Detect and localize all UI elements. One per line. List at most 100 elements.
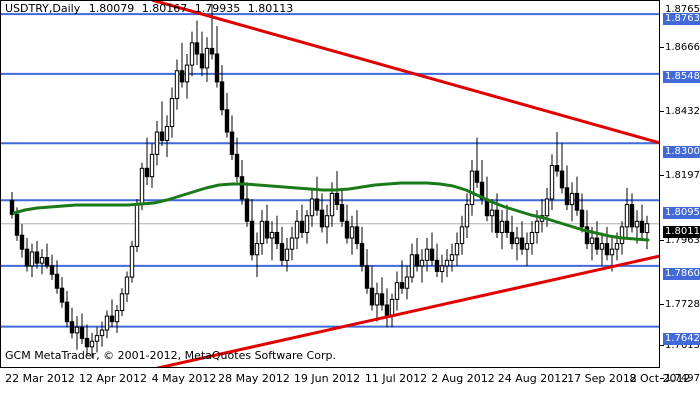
candle-body-bearish — [244, 198, 250, 222]
price-label-level[interactable]: 1.87630 — [663, 13, 700, 25]
candle-body-bullish — [294, 220, 300, 239]
candle-body-bullish — [129, 245, 135, 278]
date-axis-label: 4 May 2012 — [151, 372, 217, 385]
ohlc-high-value: 1.80167 — [141, 2, 188, 15]
moving-average-polyline[interactable] — [12, 181, 650, 242]
candle-body-bullish — [499, 220, 505, 233]
trendline-descending-resistance[interactable] — [151, 0, 660, 145]
candle-body-bullish — [39, 257, 45, 264]
price-label: 1.86665 — [665, 42, 700, 53]
candle-body-bullish — [184, 64, 190, 83]
candle-body-bullish — [259, 220, 265, 245]
price-label-level[interactable]: 1.76424 — [663, 333, 700, 345]
candle-body-bullish — [459, 226, 465, 245]
candle-body-bearish — [339, 204, 345, 222]
candle-body-bullish — [529, 231, 535, 245]
frame-border-top — [0, 0, 660, 1]
candle-body-bullish — [124, 276, 130, 295]
candle-body-bearish — [639, 220, 645, 233]
candle-body-bullish — [169, 98, 175, 127]
candle-body-bullish — [114, 310, 120, 323]
candle-body-bullish — [94, 335, 100, 342]
candle-body-bullish — [454, 243, 460, 256]
price-label-level[interactable]: 1.78600 — [663, 268, 700, 280]
candle-body-bearish — [109, 315, 115, 323]
candle-body-bearish — [194, 42, 200, 55]
candle-body-bearish — [214, 53, 220, 83]
ohlc-close-value: 1.80113 — [247, 2, 294, 15]
date-axis[interactable]: 22 Mar 2012 12 Apr 2012 4 May 2012 28 May 2… — [0, 368, 700, 402]
candle-body-bullish — [389, 298, 395, 317]
price-label-level[interactable]: 1.83000 — [663, 146, 700, 158]
candle-body-bearish — [24, 248, 30, 267]
candle-body-bearish — [209, 47, 215, 55]
candle-body-bearish — [414, 254, 420, 267]
candle-body-bullish — [544, 198, 550, 217]
candle-body-bullish — [154, 131, 160, 155]
trendline-ascending-support[interactable] — [140, 254, 660, 372]
candlestick-series — [9, 3, 650, 358]
candle-body-bullish — [99, 329, 105, 337]
candle-body-bullish — [419, 259, 425, 267]
candle-body-bearish — [79, 326, 85, 339]
candle-body-bearish — [9, 199, 15, 215]
candle-body-bearish — [584, 226, 590, 245]
candle-body-bearish — [69, 321, 75, 334]
candle-body-bearish — [279, 243, 285, 261]
candle-body-bullish — [394, 282, 400, 300]
candle-body-bullish — [174, 70, 180, 100]
candle-body-bearish — [299, 220, 305, 233]
candle-body-bullish — [609, 248, 615, 256]
candle-body-bearish — [429, 248, 435, 261]
candle-body-bearish — [224, 109, 230, 133]
frame-border-left — [0, 0, 1, 368]
date-axis-label: 12 Apr 2012 — [78, 372, 148, 385]
ohlc-low-value: 1.79935 — [194, 2, 241, 15]
price-label-current[interactable]: 1.80113 — [663, 226, 700, 238]
candle-body-bullish — [634, 220, 640, 228]
date-axis-label: 22 Mar 2012 — [5, 372, 75, 385]
price-label-level[interactable]: 1.85488 — [663, 71, 700, 83]
candle-body-bearish — [504, 220, 510, 233]
trendlines — [140, 0, 660, 372]
candle-body-bullish — [614, 243, 620, 250]
price-label: 1.79630 — [665, 235, 700, 246]
candle-body-bullish — [514, 237, 520, 245]
candle-body-bullish — [164, 125, 170, 141]
candle-body-bullish — [589, 237, 595, 245]
candle-body-bullish — [489, 209, 495, 217]
date-axis-label: 8 Oct 2012 — [629, 372, 691, 385]
candle-body-bearish — [384, 304, 390, 317]
candle-body-bullish — [139, 167, 145, 206]
frame-border-right — [659, 0, 660, 368]
candle-body-bearish — [199, 53, 205, 69]
candle-body-bearish — [144, 167, 150, 178]
price-axis-tick — [660, 175, 664, 176]
candle-body-bearish — [364, 265, 370, 289]
candle-body-bearish — [159, 131, 165, 141]
candle-body-bullish — [269, 231, 275, 239]
candle-body-bullish — [74, 326, 80, 334]
candle-body-bearish — [64, 301, 70, 323]
candle-body-bearish — [629, 204, 635, 228]
candle-body-bullish — [189, 42, 195, 66]
candle-body-bearish — [434, 259, 440, 272]
candle-body-bullish — [304, 215, 310, 233]
candle-body-bearish — [19, 234, 25, 250]
price-label-level[interactable]: 1.80956 — [663, 207, 700, 219]
price-axis-tick — [660, 47, 664, 48]
candle-body-bullish — [349, 226, 355, 239]
date-axis-label: 2 Aug 2012 — [431, 372, 495, 385]
candle-body-bullish — [409, 254, 415, 278]
candle-body-bearish — [264, 220, 270, 239]
candle-body-bearish — [574, 192, 580, 211]
candle-body-bearish — [564, 187, 570, 206]
candle-body-bullish — [624, 204, 630, 228]
price-axis[interactable]: 1.876551.87630 1.86665 1.85488 1.84320 1.830… — [660, 0, 700, 402]
candle-body-bullish — [204, 47, 210, 69]
price-label: 1.74975 — [665, 373, 700, 384]
price-label: 1.76130 — [665, 340, 700, 351]
